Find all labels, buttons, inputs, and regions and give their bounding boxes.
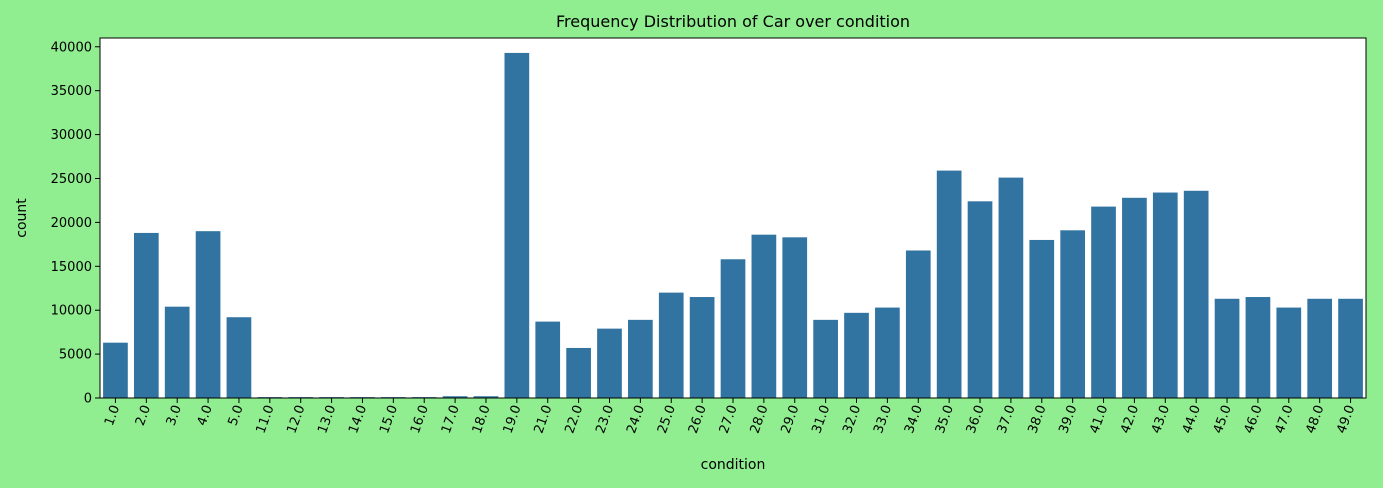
x-axis-ticks: 1.0 2.0 3.0 4.0 5.0 11.0 12.0 13.0 14.0 15.0 16.0 1… [102,398,1358,436]
x-tick-label: 33.0 [871,403,895,435]
bar-27.0 [720,259,746,398]
x-tick-label: 32.0 [840,403,864,435]
bar-37.0 [998,177,1024,398]
x-tick-label: 12.0 [284,403,308,435]
bar-29.0 [782,237,808,398]
x-tick-label: 42.0 [1118,403,1142,435]
x-tick-label: 14.0 [346,403,370,435]
y-tick-label: 20000 [51,216,92,231]
chart-title: Frequency Distribution of Car over condi… [556,12,910,31]
y-axis-label: count [14,198,30,238]
x-tick-label: 34.0 [902,403,926,435]
bar-41.0 [1091,206,1116,398]
bar-28.0 [751,234,777,398]
bars [103,52,1363,399]
bar-45.0 [1214,298,1240,398]
y-tick-label: 40000 [51,40,92,55]
x-axis-label: condition [701,457,766,473]
bar-18.0 [473,396,499,398]
x-tick-label: 39.0 [1056,403,1080,435]
y-tick-label: 30000 [51,128,92,143]
bar-1.0 [103,342,128,398]
y-tick-label: 25000 [51,172,92,187]
bar-33.0 [875,307,900,398]
x-tick-label: 27.0 [717,403,741,435]
bar-2.0 [133,232,159,398]
x-tick-label: 36.0 [964,403,988,435]
y-tick-label: 10000 [51,304,92,319]
y-tick-label: 35000 [51,84,92,99]
bar-21.0 [535,321,561,398]
bar-22.0 [566,347,591,398]
bar-44.0 [1183,190,1209,398]
x-tick-label: 29.0 [779,403,803,435]
bar-34.0 [905,250,931,398]
x-tick-label: 1.0 [102,403,123,428]
bar-42.0 [1122,197,1147,398]
x-tick-label: 49.0 [1334,403,1358,435]
x-tick-label: 19.0 [501,403,525,435]
x-tick-label: 31.0 [809,403,833,435]
bar-48.0 [1307,298,1333,398]
plot-frame [99,37,1367,399]
x-tick-label: 18.0 [470,403,494,435]
x-tick-label: 17.0 [439,403,463,435]
x-tick-label: 41.0 [1087,403,1111,435]
x-tick-label: 24.0 [624,403,648,435]
bar-43.0 [1152,192,1178,398]
bar-24.0 [628,319,653,398]
x-tick-label: 48.0 [1303,403,1327,435]
x-tick-label: 21.0 [531,403,555,435]
bar-19.0 [504,52,530,399]
bar-47.0 [1276,307,1302,398]
bar-46.0 [1245,297,1271,398]
y-tick-label: 15000 [51,260,92,275]
bar-4.0 [195,231,221,398]
y-tick-label: 0 [84,392,92,407]
x-tick-label: 38.0 [1026,403,1050,435]
x-tick-label: 46.0 [1242,403,1266,435]
x-tick-label: 26.0 [686,403,710,435]
x-tick-label: 43.0 [1149,403,1173,435]
bar-25.0 [658,292,684,398]
bar-36.0 [967,201,993,398]
x-tick-label: 25.0 [655,403,679,435]
y-axis-ticks: 0 5000 10000 15000 20000 25000 30000 35000 40000 [51,40,100,407]
bar-23.0 [597,328,622,398]
x-tick-label: 37.0 [995,403,1019,435]
x-tick-label: 13.0 [315,403,339,435]
x-tick-label: 5.0 [226,403,247,428]
x-tick-label: 16.0 [408,403,432,435]
bar-17.0 [442,396,468,398]
bar-5.0 [226,317,252,398]
x-tick-label: 35.0 [933,403,957,435]
bar-31.0 [813,319,838,398]
x-tick-label: 23.0 [593,403,617,435]
bar-49.0 [1338,298,1363,398]
x-tick-label: 3.0 [164,403,185,428]
x-tick-label: 28.0 [748,403,772,435]
x-tick-label: 44.0 [1180,403,1204,435]
x-tick-label: 4.0 [195,403,216,428]
bar-26.0 [689,297,715,398]
bar-38.0 [1029,239,1055,398]
x-tick-label: 45.0 [1211,403,1235,435]
x-tick-label: 15.0 [377,403,401,435]
x-tick-label: 47.0 [1273,403,1297,435]
bar-35.0 [936,170,962,398]
bar-39.0 [1060,230,1086,398]
bar-3.0 [164,306,190,398]
x-tick-label: 2.0 [133,403,154,428]
bar-32.0 [844,312,869,398]
x-tick-label: 11.0 [254,403,278,435]
x-tick-label: 22.0 [562,403,586,435]
y-tick-label: 5000 [59,348,92,363]
